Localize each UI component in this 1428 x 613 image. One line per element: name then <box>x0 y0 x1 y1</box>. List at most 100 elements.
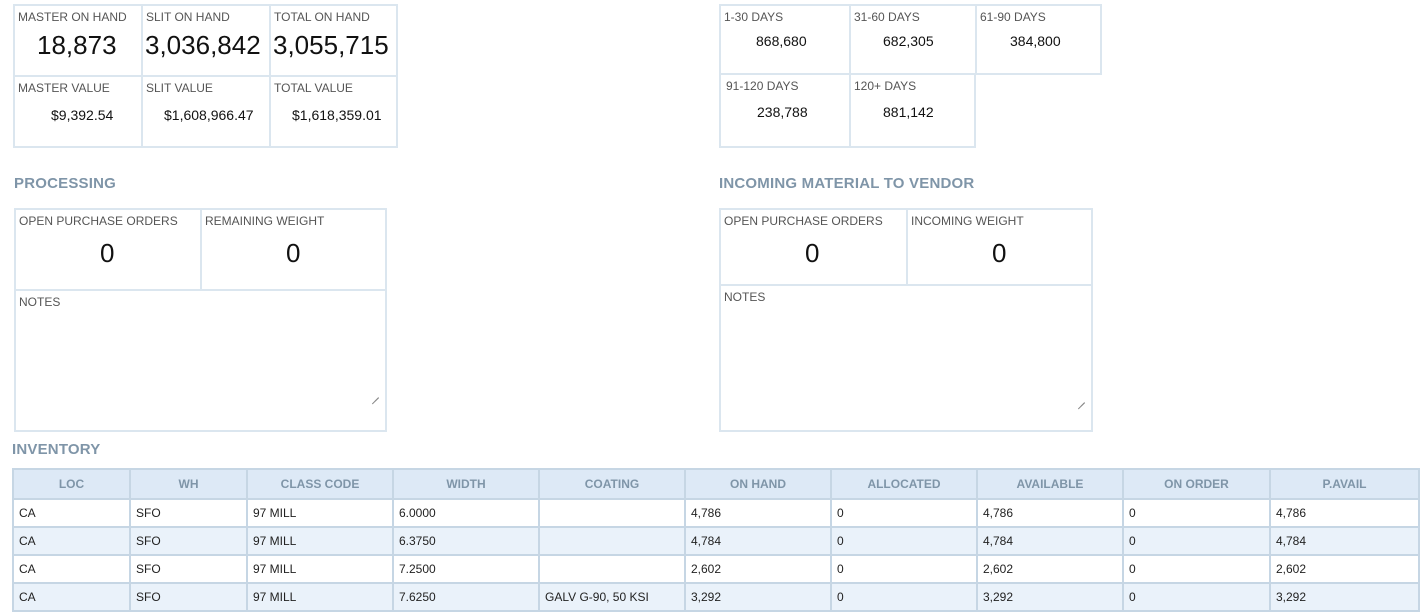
incoming-weight-label: INCOMING WEIGHT <box>911 214 1024 228</box>
table-row[interactable]: CA SFO 97 MILL 6.0000 4,786 0 4,786 0 4,… <box>12 498 1420 528</box>
incoming-open-po-value: 0 <box>805 238 820 268</box>
aging-31-60-value: 682,305 <box>883 33 934 49</box>
total-value-value: $1,618,359.01 <box>292 107 382 123</box>
aging-61-90-cell: 61-90 DAYS 384,800 <box>977 6 1102 73</box>
aging-91-120-label: 91-120 DAYS <box>726 79 799 93</box>
cell-on-order: 0 <box>1122 526 1271 556</box>
resize-handle-icon[interactable] <box>1076 394 1086 404</box>
slit-on-hand-cell: SLIT ON HAND 3,036,842 <box>143 6 269 75</box>
aging-1-30-label: 1-30 DAYS <box>724 10 784 24</box>
aging-panel-top: 1-30 DAYS 868,680 31-60 DAYS 682,305 61-… <box>719 4 1102 75</box>
processing-notes-label: NOTES <box>19 295 61 309</box>
total-on-hand-label: TOTAL ON HAND <box>274 10 370 24</box>
incoming-weight-value: 0 <box>992 238 1007 268</box>
cell-class-code: 97 MILL <box>246 498 394 528</box>
cell-coating <box>538 554 686 584</box>
aging-31-60-label: 31-60 DAYS <box>854 10 920 24</box>
cell-class-code: 97 MILL <box>246 582 394 612</box>
cell-width: 7.2500 <box>392 554 540 584</box>
total-value-cell: TOTAL VALUE $1,618,359.01 <box>271 77 397 146</box>
processing-open-po-value: 0 <box>100 238 115 268</box>
cell-on-order: 0 <box>1122 498 1271 528</box>
cell-p-avail: 4,786 <box>1269 498 1420 528</box>
aging-91-120-cell: 91-120 DAYS 238,788 <box>721 75 849 146</box>
cell-available: 2,602 <box>976 554 1124 584</box>
aging-31-60-cell: 31-60 DAYS 682,305 <box>851 6 975 73</box>
cell-on-hand: 3,292 <box>684 582 832 612</box>
cell-loc: CA <box>12 498 131 528</box>
master-value-label: MASTER VALUE <box>18 81 110 95</box>
incoming-title: INCOMING MATERIAL TO VENDOR <box>719 175 975 192</box>
cell-p-avail: 4,784 <box>1269 526 1420 556</box>
cell-allocated: 0 <box>830 498 978 528</box>
processing-open-po-cell: OPEN PURCHASE ORDERS 0 <box>16 210 200 289</box>
cell-p-avail: 2,602 <box>1269 554 1420 584</box>
incoming-panel: OPEN PURCHASE ORDERS 0 INCOMING WEIGHT 0… <box>719 208 1093 432</box>
column-header-wh[interactable]: WH <box>129 468 248 500</box>
table-row[interactable]: CA SFO 97 MILL 7.2500 2,602 0 2,602 0 2,… <box>12 554 1420 584</box>
aging-120-plus-label: 120+ DAYS <box>854 79 917 93</box>
column-header-class-code[interactable]: CLASS CODE <box>246 468 394 500</box>
master-value-value: $9,392.54 <box>51 107 114 123</box>
cell-width: 6.0000 <box>392 498 540 528</box>
slit-value-label: SLIT VALUE <box>146 81 213 95</box>
aging-1-30-value: 868,680 <box>756 33 807 49</box>
slit-on-hand-value: 3,036,842 <box>145 30 261 60</box>
incoming-notes-textarea[interactable] <box>723 306 1087 404</box>
column-header-width[interactable]: WIDTH <box>392 468 540 500</box>
on-hand-summary-panel: MASTER ON HAND 18,873 SLIT ON HAND 3,036… <box>13 4 398 148</box>
cell-class-code: 97 MILL <box>246 526 394 556</box>
column-header-p-avail[interactable]: P.AVAIL <box>1269 468 1420 500</box>
column-header-allocated[interactable]: ALLOCATED <box>830 468 978 500</box>
aging-panel-bottom: 91-120 DAYS 238,788 120+ DAYS 881,142 <box>719 73 976 148</box>
slit-on-hand-label: SLIT ON HAND <box>146 10 230 24</box>
processing-notes-cell: NOTES <box>16 291 385 430</box>
aging-61-90-value: 384,800 <box>1010 33 1061 49</box>
cell-allocated: 0 <box>830 526 978 556</box>
incoming-notes-cell: NOTES <box>721 286 1091 430</box>
table-row[interactable]: CA SFO 97 MILL 7.6250 GALV G-90, 50 KSI … <box>12 582 1420 612</box>
cell-class-code: 97 MILL <box>246 554 394 584</box>
cell-wh: SFO <box>129 582 248 612</box>
master-on-hand-cell: MASTER ON HAND 18,873 <box>15 6 141 75</box>
table-row[interactable]: CA SFO 97 MILL 6.3750 4,784 0 4,784 0 4,… <box>12 526 1420 556</box>
total-on-hand-value: 3,055,715 <box>273 30 389 60</box>
cell-wh: SFO <box>129 498 248 528</box>
column-header-coating[interactable]: COATING <box>538 468 686 500</box>
column-header-on-hand[interactable]: ON HAND <box>684 468 832 500</box>
column-header-on-order[interactable]: ON ORDER <box>1122 468 1271 500</box>
processing-panel: OPEN PURCHASE ORDERS 0 REMAINING WEIGHT … <box>14 208 387 432</box>
cell-width: 6.3750 <box>392 526 540 556</box>
column-header-loc[interactable]: LOC <box>12 468 131 500</box>
remaining-weight-cell: REMAINING WEIGHT 0 <box>202 210 385 289</box>
cell-loc: CA <box>12 554 131 584</box>
cell-on-hand: 4,786 <box>684 498 832 528</box>
incoming-open-po-label: OPEN PURCHASE ORDERS <box>724 214 883 228</box>
cell-available: 4,784 <box>976 526 1124 556</box>
cell-available: 4,786 <box>976 498 1124 528</box>
column-header-available[interactable]: AVAILABLE <box>976 468 1124 500</box>
master-value-cell: MASTER VALUE $9,392.54 <box>15 77 141 146</box>
aging-120-plus-value: 881,142 <box>883 104 934 120</box>
processing-notes-textarea[interactable] <box>18 311 381 399</box>
aging-1-30-cell: 1-30 DAYS 868,680 <box>721 6 849 73</box>
cell-available: 3,292 <box>976 582 1124 612</box>
table-header-row: LOC WH CLASS CODE WIDTH COATING ON HAND … <box>12 468 1420 500</box>
incoming-open-po-cell: OPEN PURCHASE ORDERS 0 <box>721 210 906 284</box>
slit-value-value: $1,608,966.47 <box>164 107 254 123</box>
processing-title: PROCESSING <box>14 175 117 192</box>
cell-loc: CA <box>12 526 131 556</box>
cell-wh: SFO <box>129 554 248 584</box>
cell-width: 7.6250 <box>392 582 540 612</box>
aging-61-90-label: 61-90 DAYS <box>980 10 1046 24</box>
slit-value-cell: SLIT VALUE $1,608,966.47 <box>143 77 269 146</box>
resize-handle-icon[interactable] <box>370 389 380 399</box>
total-value-label: TOTAL VALUE <box>274 81 353 95</box>
inventory-table: LOC WH CLASS CODE WIDTH COATING ON HAND … <box>12 468 1420 612</box>
cell-loc: CA <box>12 582 131 612</box>
cell-allocated: 0 <box>830 554 978 584</box>
cell-p-avail: 3,292 <box>1269 582 1420 612</box>
inventory-title: INVENTORY <box>12 441 101 458</box>
cell-wh: SFO <box>129 526 248 556</box>
total-on-hand-cell: TOTAL ON HAND 3,055,715 <box>271 6 397 75</box>
